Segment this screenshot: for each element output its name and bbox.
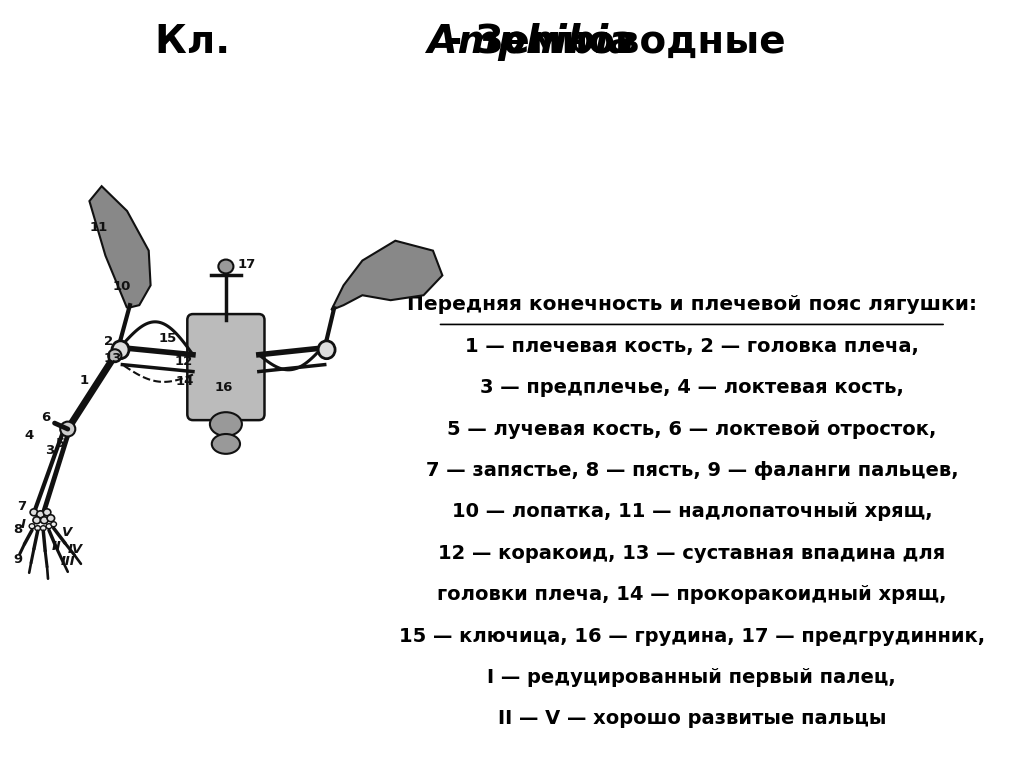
Text: 12 — коракоид, 13 — суставная впадина для: 12 — коракоид, 13 — суставная впадина дл… — [438, 544, 945, 563]
Text: 15 — ключица, 16 — грудина, 17 — предгрудинник,: 15 — ключица, 16 — грудина, 17 — предгру… — [398, 627, 985, 646]
Text: Amphibia: Amphibia — [306, 23, 635, 61]
Text: 1 — плечевая кость, 2 — головка плеча,: 1 — плечевая кость, 2 — головка плеча, — [465, 337, 919, 356]
Text: 7 — запястье, 8 — пясть, 9 — фаланги пальцев,: 7 — запястье, 8 — пясть, 9 — фаланги пал… — [426, 461, 958, 480]
Text: головки плеча, 14 — прокоракоидный хрящ,: головки плеча, 14 — прокоракоидный хрящ, — [437, 585, 946, 604]
Text: 10 — лопатка, 11 — надлопаточный хрящ,: 10 — лопатка, 11 — надлопаточный хрящ, — [452, 502, 932, 522]
Text: Передняя конечность и плечевой пояс лягушки:: Передняя конечность и плечевой пояс лягу… — [407, 295, 977, 314]
Text: Кл.                - Земноводные: Кл. - Земноводные — [156, 23, 786, 61]
Text: 5 — лучевая кость, 6 — локтевой отросток,: 5 — лучевая кость, 6 — локтевой отросток… — [447, 420, 937, 439]
Text: II — V — хорошо развитые пальцы: II — V — хорошо развитые пальцы — [498, 709, 886, 729]
Text: I — редуцированный первый палец,: I — редуцированный первый палец, — [487, 668, 896, 687]
Text: 3 — предплечье, 4 — локтевая кость,: 3 — предплечье, 4 — локтевая кость, — [480, 378, 904, 397]
